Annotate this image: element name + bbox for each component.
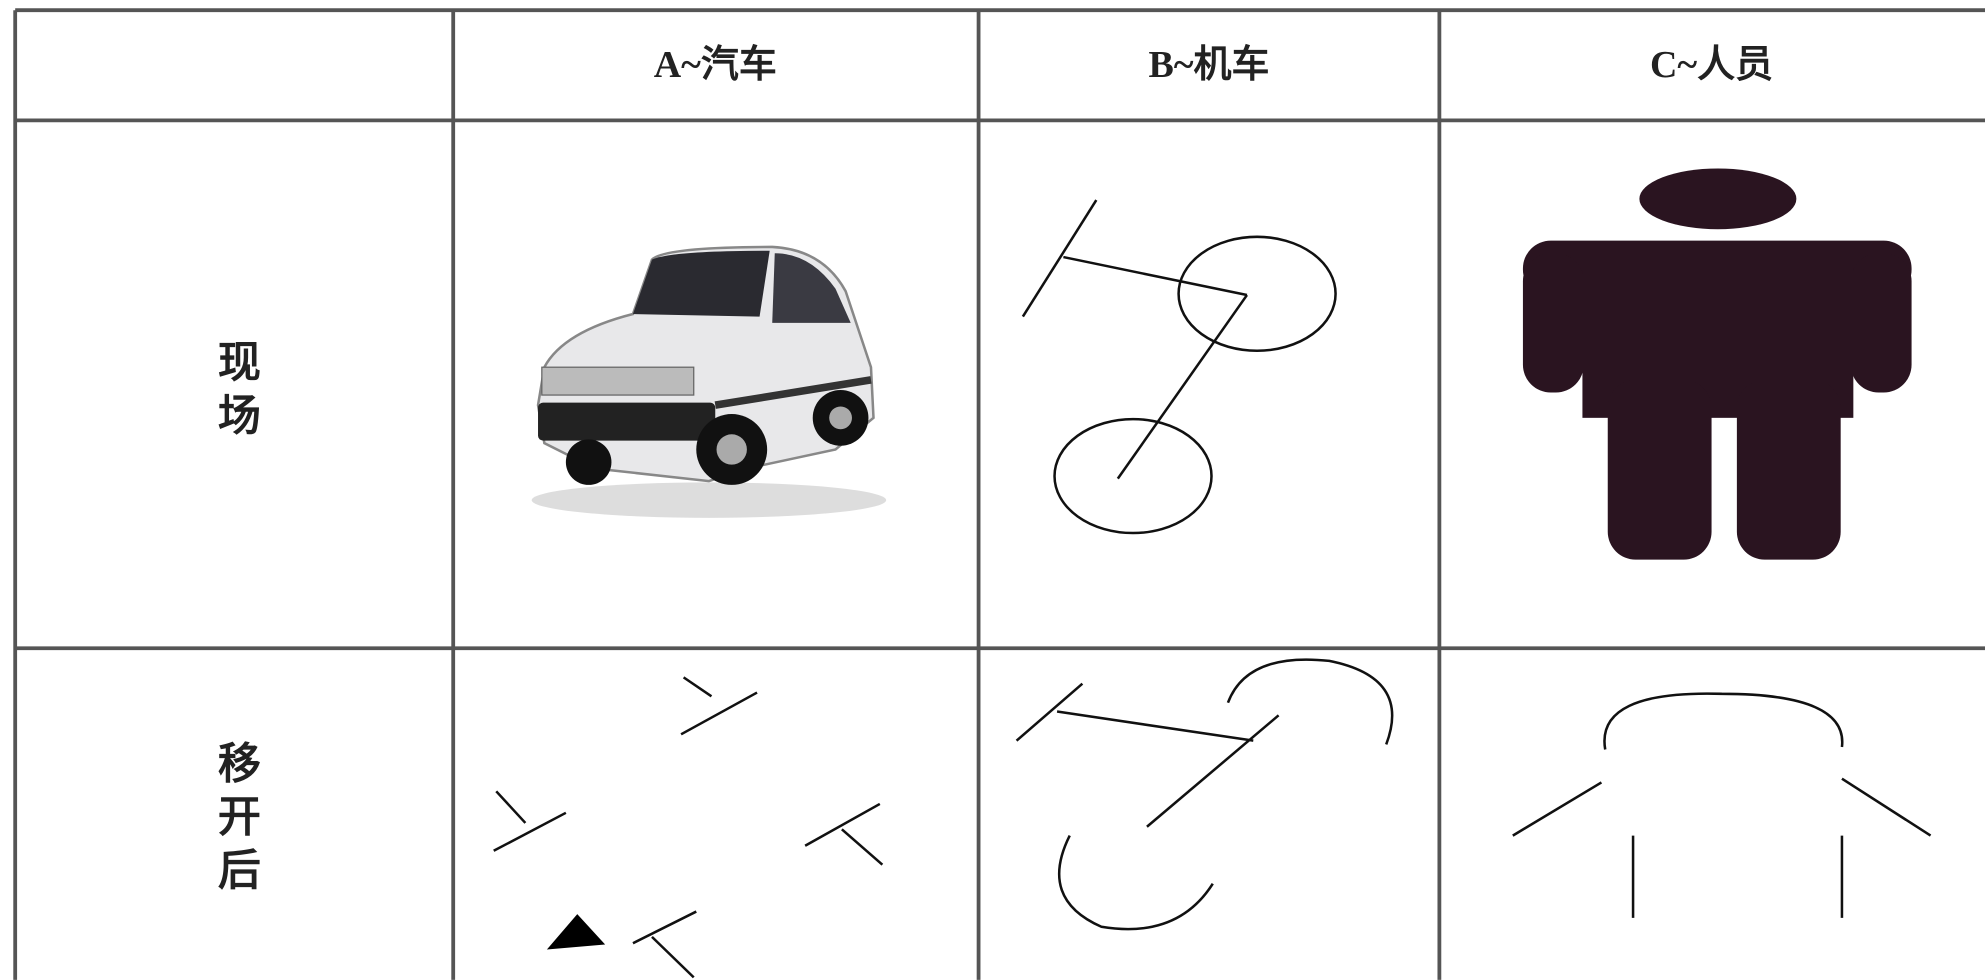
row-label: 移开后 [210,741,261,901]
table-grid [13,8,1985,980]
column-header: A~汽车 [654,44,777,86]
person-icon [1522,168,1912,560]
motorcycle-sketch [1021,199,1337,535]
row-label: 现场 [210,339,261,445]
column-header: B~机车 [1148,44,1269,86]
column-header: C~人员 [1650,44,1773,86]
car-image [531,245,887,518]
motorcycle-marks [1015,658,1394,931]
car-marks [493,676,884,979]
person-marks [1512,692,1932,918]
